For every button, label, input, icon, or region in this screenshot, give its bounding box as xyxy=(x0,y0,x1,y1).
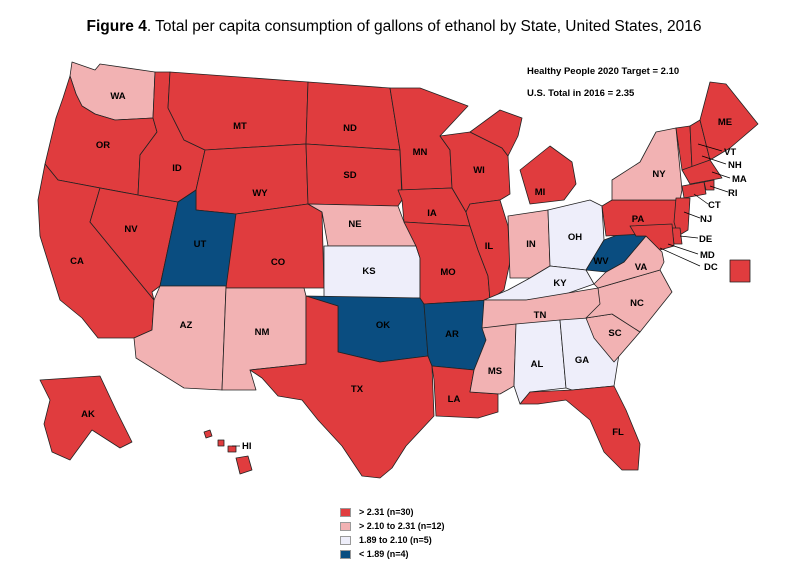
state-label-ct: CT xyxy=(708,200,721,211)
state-wy xyxy=(195,143,309,215)
state-label-az: AZ xyxy=(180,320,193,331)
state-md xyxy=(629,223,675,251)
state-label-al: AL xyxy=(531,359,544,370)
figure-number: Figure 4 xyxy=(86,18,147,35)
state-label-il: IL xyxy=(485,241,494,252)
state-label-de: DE xyxy=(699,234,712,245)
legend-item: 1.89 to 2.10 (n=5) xyxy=(340,533,445,547)
state-label-ca: CA xyxy=(70,256,84,267)
state-label-vt: VT xyxy=(724,147,736,158)
state-dc xyxy=(729,259,751,283)
state-label-nj: NJ xyxy=(700,214,712,225)
state-label-oh: OH xyxy=(568,232,582,243)
state-fl xyxy=(519,385,641,471)
state-label-in: IN xyxy=(526,239,536,250)
state-label-ut: UT xyxy=(194,239,207,250)
state-sd xyxy=(305,143,403,207)
state-nj xyxy=(673,197,691,237)
state-ne xyxy=(307,203,417,247)
us-choropleth-map: WA OR CA ID NV MT WY UT AZ CO NM ND SD N… xyxy=(37,61,759,479)
state-label-wa: WA xyxy=(110,91,125,102)
legend-item: > 2.10 to 2.31 (n=12) xyxy=(340,519,445,533)
state-label-ny: NY xyxy=(652,169,666,180)
legend-swatch xyxy=(340,521,351,531)
state-label-ok: OK xyxy=(376,320,390,331)
state-label-hi: HI xyxy=(242,441,252,452)
legend-label: > 2.10 to 2.31 (n=12) xyxy=(359,521,445,531)
state-ct xyxy=(681,181,707,199)
state-label-ri: RI xyxy=(728,188,738,199)
target-note: Healthy People 2020 Target = 2.10 xyxy=(527,66,680,77)
state-mi xyxy=(519,145,577,205)
state-nd xyxy=(305,81,401,151)
state-label-co: CO xyxy=(271,257,285,268)
state-label-nc: NC xyxy=(630,298,644,309)
state-label-ma: MA xyxy=(732,174,747,185)
state-label-fl: FL xyxy=(612,427,624,438)
state-label-ga: GA xyxy=(575,355,589,366)
state-co xyxy=(225,203,325,289)
legend-item: > 2.31 (n=30) xyxy=(340,505,445,519)
figure-caption: . Total per capita consumption of gallon… xyxy=(146,18,702,35)
state-label-nd: ND xyxy=(343,123,357,134)
state-label-id: ID xyxy=(172,163,182,174)
state-label-wv: WV xyxy=(593,256,609,267)
state-ri xyxy=(703,179,715,191)
legend-swatch xyxy=(340,507,351,517)
legend-label: 1.89 to 2.10 (n=5) xyxy=(359,535,432,545)
state-label-sd: SD xyxy=(343,170,356,181)
state-hi xyxy=(235,455,253,475)
state-label-nh: NH xyxy=(728,160,742,171)
state-label-ks: KS xyxy=(362,266,375,277)
state-label-tn: TN xyxy=(534,310,547,321)
legend-label: < 1.89 (n=4) xyxy=(359,549,409,559)
legend: > 2.31 (n=30) > 2.10 to 2.31 (n=12) 1.89… xyxy=(340,505,445,561)
state-tx xyxy=(249,295,435,479)
legend-swatch xyxy=(340,549,351,559)
state-ak xyxy=(39,375,133,461)
state-label-mn: MN xyxy=(413,147,428,158)
state-label-dc: DC xyxy=(704,262,718,273)
state-ma xyxy=(681,159,723,185)
state-label-ak: AK xyxy=(81,409,95,420)
state-ny xyxy=(611,127,683,201)
figure-title: Figure 4. Total per capita consumption o… xyxy=(0,18,788,36)
state-label-me: ME xyxy=(718,117,732,128)
state-il xyxy=(465,199,511,301)
state-label-md: MD xyxy=(700,250,715,261)
legend-label: > 2.31 (n=30) xyxy=(359,507,414,517)
state-label-sc: SC xyxy=(608,328,621,339)
state-label-mt: MT xyxy=(233,121,247,132)
state-label-ky: KY xyxy=(553,278,567,289)
state-label-wy: WY xyxy=(252,188,268,199)
state-label-ms: MS xyxy=(488,366,502,377)
total-note: U.S. Total in 2016 = 2.35 xyxy=(527,88,635,99)
state-label-or: OR xyxy=(96,140,110,151)
state-label-va: VA xyxy=(635,262,648,273)
state-hi xyxy=(203,429,213,439)
state-label-pa: PA xyxy=(632,214,645,225)
legend-item: < 1.89 (n=4) xyxy=(340,547,445,561)
legend-swatch xyxy=(340,535,351,545)
state-label-nv: NV xyxy=(124,224,138,235)
state-label-ia: IA xyxy=(427,208,437,219)
state-label-mi: MI xyxy=(535,187,546,198)
state-label-tx: TX xyxy=(351,384,364,395)
state-hi xyxy=(227,445,237,453)
state-label-wi: WI xyxy=(473,165,485,176)
state-hi xyxy=(217,439,225,447)
state-mi xyxy=(469,109,523,157)
state-label-ne: NE xyxy=(348,219,361,230)
state-label-mo: MO xyxy=(440,267,455,278)
state-label-nm: NM xyxy=(255,327,270,338)
state-label-la: LA xyxy=(448,394,461,405)
state-mt xyxy=(167,71,309,151)
state-label-ar: AR xyxy=(445,329,459,340)
